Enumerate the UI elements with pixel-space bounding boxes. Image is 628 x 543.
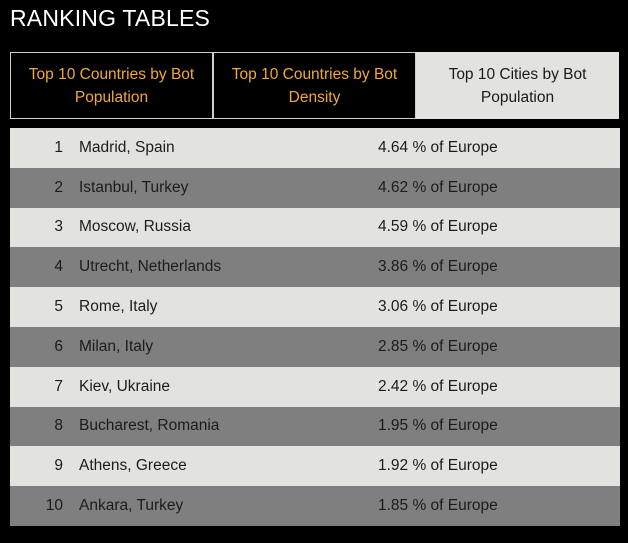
table-row: 10 Ankara, Turkey 1.85 % of Europe <box>10 486 620 526</box>
table-row: 9 Athens, Greece 1.92 % of Europe <box>10 446 620 487</box>
rank-cell: 6 <box>54 337 63 355</box>
tab-label: Top 10 Cities by Bot Population <box>448 65 587 106</box>
share-cell: 3.06 % of Europe <box>378 298 498 316</box>
city-cell: Bucharest, Romania <box>79 417 220 435</box>
share-cell: 2.85 % of Europe <box>378 337 498 355</box>
tab-top-countries-by-bot-population[interactable]: Top 10 Countries by Bot Population <box>10 52 213 119</box>
table-row: 4 Utrecht, Netherlands 3.86 % of Europe <box>10 247 620 288</box>
city-cell: Rome, Italy <box>79 298 158 316</box>
tab-top-countries-by-bot-density[interactable]: Top 10 Countries by Bot Density <box>213 52 416 119</box>
city-cell: Milan, Italy <box>79 337 154 355</box>
rank-cell: 10 <box>45 497 63 515</box>
share-cell: 2.42 % of Europe <box>378 377 498 395</box>
table-row: 7 Kiev, Ukraine 2.42 % of Europe <box>10 366 620 407</box>
rank-cell: 9 <box>54 457 63 475</box>
city-cell: Ankara, Turkey <box>79 497 184 515</box>
city-cell: Athens, Greece <box>79 457 187 475</box>
page-title: RANKING TABLES <box>10 5 211 31</box>
rank-cell: 4 <box>54 258 63 276</box>
share-cell: 4.62 % of Europe <box>378 178 498 196</box>
city-cell: Kiev, Ukraine <box>79 377 171 395</box>
rank-cell: 3 <box>54 218 63 236</box>
city-cell: Istanbul, Turkey <box>79 178 189 196</box>
rank-cell: 7 <box>54 377 63 395</box>
share-cell: 1.85 % of Europe <box>378 497 498 515</box>
city-cell: Madrid, Spain <box>79 138 175 156</box>
ranking-tabs: Top 10 Countries by Bot Population Top 1… <box>10 52 619 119</box>
share-cell: 3.86 % of Europe <box>378 258 498 276</box>
share-cell: 1.95 % of Europe <box>378 417 498 435</box>
tab-label: Top 10 Countries by Bot Density <box>231 65 398 106</box>
city-cell: Utrecht, Netherlands <box>79 258 222 276</box>
share-cell: 4.59 % of Europe <box>378 218 498 236</box>
table-row: 5 Rome, Italy 3.06 % of Europe <box>10 287 620 327</box>
table-row: 1 Madrid, Spain 4.64 % of Europe <box>10 128 620 168</box>
tab-label: Top 10 Countries by Bot Population <box>28 65 195 106</box>
share-cell: 4.64 % of Europe <box>378 138 498 156</box>
city-cell: Moscow, Russia <box>79 218 191 236</box>
table-row: 3 Moscow, Russia 4.59 % of Europe <box>10 207 620 248</box>
tab-top-cities-by-bot-population[interactable]: Top 10 Cities by Bot Population <box>416 52 619 119</box>
rank-cell: 1 <box>54 138 63 156</box>
rank-cell: 8 <box>54 417 63 435</box>
rank-cell: 2 <box>54 178 63 196</box>
table-row: 2 Istanbul, Turkey 4.62 % of Europe <box>10 167 620 208</box>
share-cell: 1.92 % of Europe <box>378 457 498 475</box>
table-row: 8 Bucharest, Romania 1.95 % of Europe <box>10 406 620 447</box>
ranking-table: 1 Madrid, Spain 4.64 % of Europe 2 Istan… <box>10 128 620 526</box>
rank-cell: 5 <box>54 298 63 316</box>
table-row: 6 Milan, Italy 2.85 % of Europe <box>10 326 620 367</box>
